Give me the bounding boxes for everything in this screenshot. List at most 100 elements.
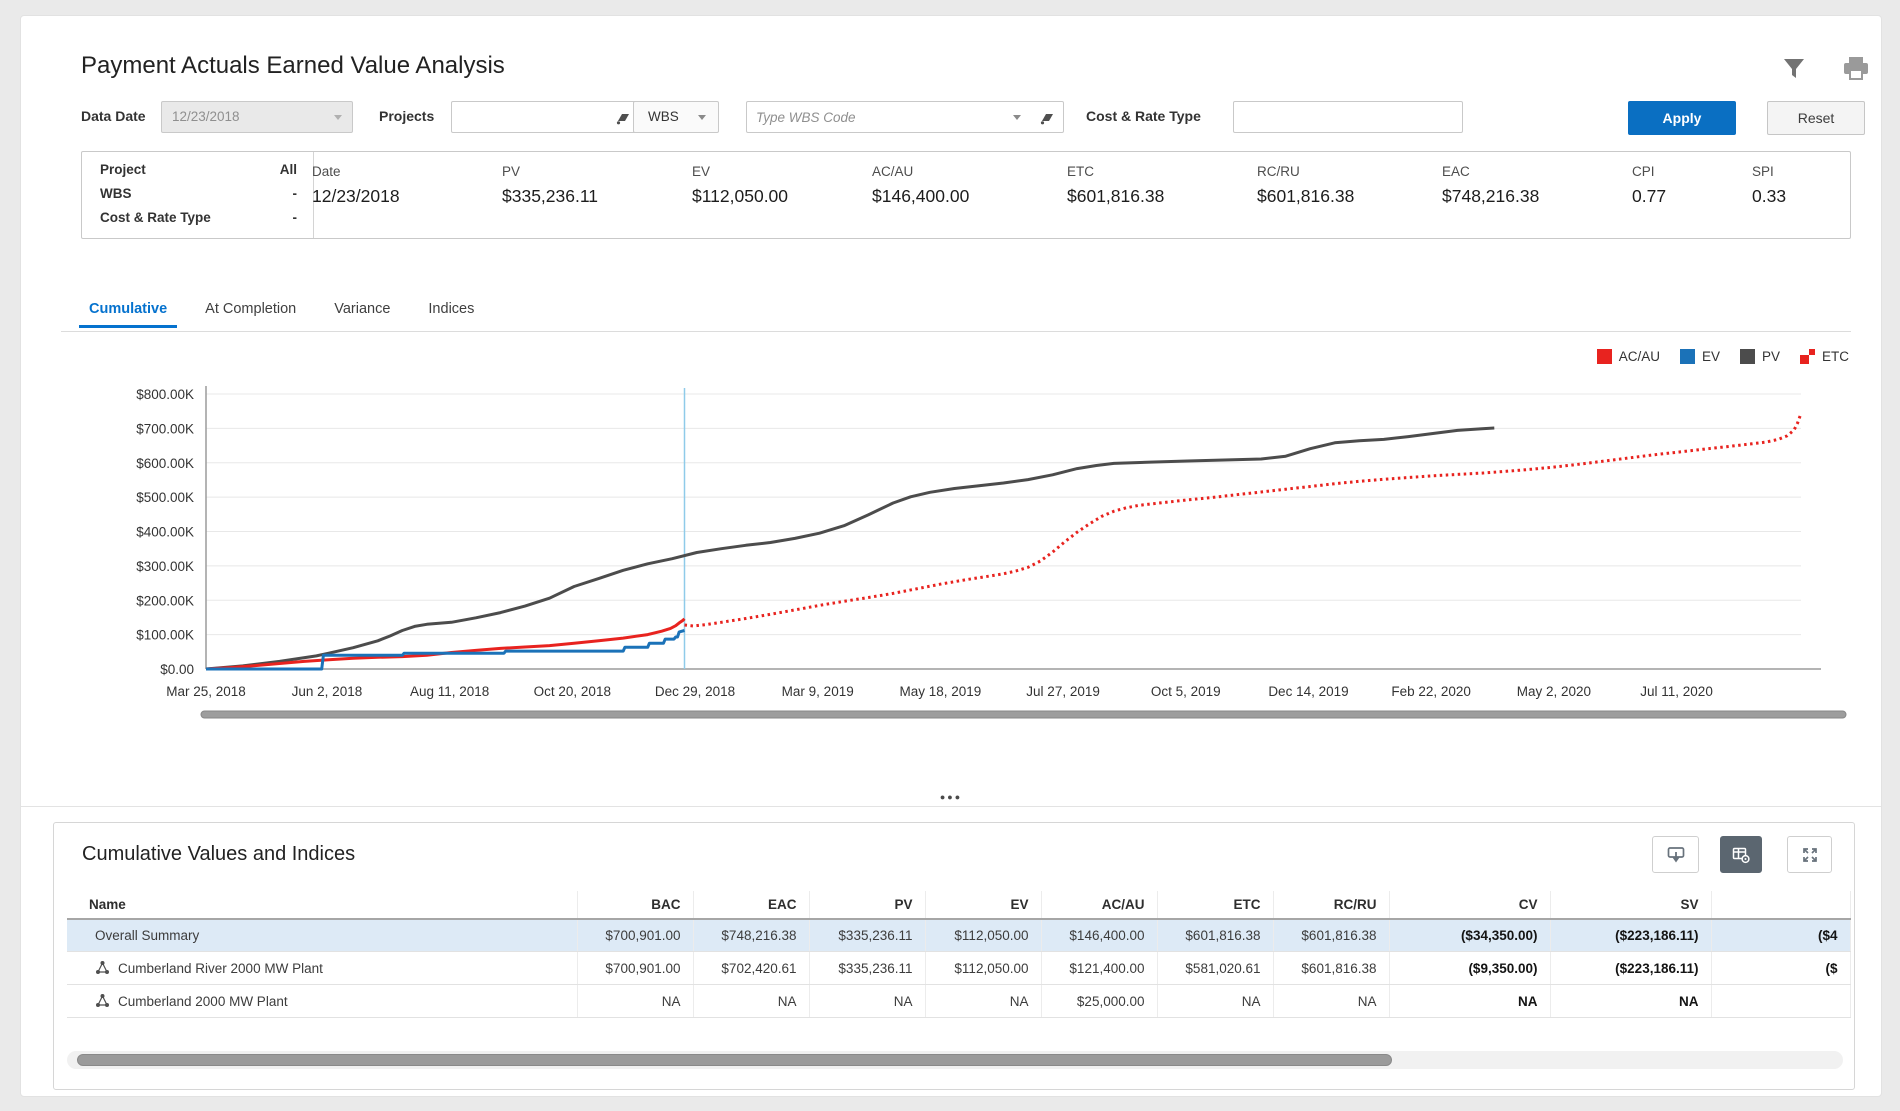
column-header-cv[interactable]: CV (1389, 891, 1551, 920)
expand-button[interactable] (1787, 836, 1832, 873)
cost-rate-type-input[interactable] (1234, 102, 1462, 132)
summary-metric-value: $112,050.00 (692, 186, 789, 206)
table-cell: $601,816.38 (1157, 919, 1274, 952)
series-etc (684, 412, 1803, 628)
table-cell (1711, 984, 1851, 1018)
table-cell: $700,901.00 (577, 919, 694, 952)
tab-variance[interactable]: Variance (334, 301, 391, 317)
legend-item-pv[interactable]: PV (1739, 349, 1780, 364)
tab-bar: Cumulative At Completion Variance Indices (61, 288, 1851, 332)
column-header-rc-ru[interactable]: RC/RU (1273, 891, 1390, 920)
y-axis-tick-label: $300.00K (136, 559, 194, 574)
legend-swatch (1596, 349, 1612, 364)
picker-icon[interactable] (615, 110, 631, 126)
reset-button[interactable]: Reset (1767, 101, 1865, 135)
table-cell: ($9,350.00) (1389, 951, 1551, 985)
detach-icon (1667, 846, 1684, 862)
table-row[interactable]: Cumberland 2000 MW Plant NA NA NA NA $25,000.… (67, 984, 1851, 1018)
table-row[interactable]: Cumberland River 2000 MW Plant $700,901.0… (67, 951, 1851, 985)
x-axis-tick-label: May 18, 2019 (899, 684, 981, 699)
legend-swatch (1800, 349, 1815, 364)
print-icon[interactable] (1841, 56, 1871, 84)
evm-line-chart: $0.00 $100.00K $200.00K $300.00K $400.00K $50… (136, 386, 1847, 719)
grid-horizontal-scrollbar[interactable] (67, 1051, 1843, 1069)
scrollbar-thumb[interactable] (77, 1054, 1392, 1066)
y-axis-tick-label: $700.00K (136, 421, 194, 436)
picker-icon[interactable] (1039, 110, 1055, 126)
chart-time-scrollbar[interactable] (200, 710, 1847, 719)
table-cell: $601,816.38 (1273, 919, 1390, 952)
column-header-ac-au[interactable]: AC/AU (1041, 891, 1158, 920)
page-title: Payment Actuals Earned Value Analysis (81, 52, 505, 79)
legend-item-etc[interactable]: ETC (1800, 349, 1849, 364)
summary-scope-value: - (292, 210, 298, 225)
column-header-bac[interactable]: BAC (577, 891, 694, 920)
grid-settings-button[interactable] (1720, 836, 1762, 873)
wbs-dropdown-button[interactable]: WBS (633, 101, 719, 133)
summary-metric-value: 12/23/2018 (312, 186, 400, 206)
table-cell: ($ (1711, 951, 1851, 985)
chevron-down-icon (334, 115, 342, 120)
table-cell: ($223,186.11) (1550, 919, 1712, 952)
summary-scope-value: All (279, 162, 297, 177)
summary-metric-label: EV (692, 164, 711, 179)
legend-item-ac-au[interactable]: AC/AU (1596, 349, 1660, 364)
legend-swatch (1739, 349, 1755, 364)
column-header-eac[interactable]: EAC (693, 891, 810, 920)
y-axis-tick-label: $0.00 (160, 662, 194, 677)
chevron-down-icon[interactable] (1013, 115, 1021, 120)
tab-cumulative[interactable]: Cumulative (79, 288, 178, 328)
legend-item-ev[interactable]: EV (1679, 349, 1720, 364)
x-axis-tick-label: Jun 2, 2018 (292, 684, 363, 699)
column-header-ev[interactable]: EV (925, 891, 1042, 920)
column-header-pv[interactable]: PV (809, 891, 926, 920)
column-header-extra[interactable] (1711, 891, 1851, 920)
column-header-etc[interactable]: ETC (1157, 891, 1274, 920)
x-axis-tick-label: Jul 11, 2020 (1640, 684, 1713, 699)
column-header-name[interactable]: Name (67, 891, 578, 920)
table-header-row: Name BAC EAC PV EV AC/AU ETC RC/RU CV SV (67, 891, 1851, 920)
expand-icon (1802, 847, 1817, 862)
series-ac-au (205, 617, 686, 671)
grid-scroll-area: Name BAC EAC PV EV AC/AU ETC RC/RU CV SV Overall S… (67, 891, 1854, 1018)
series-pv (205, 426, 1495, 671)
grid-title: Cumulative Values and Indices (82, 843, 356, 865)
summary-metric-label: AC/AU (872, 164, 914, 179)
data-date-select[interactable]: 12/23/2018 (161, 101, 353, 133)
wbs-code-input[interactable] (747, 102, 1063, 132)
table-cell: NA (1550, 984, 1712, 1018)
table-cell: NA (809, 984, 926, 1018)
chart-legend: AC/AU EV PV ETC (1577, 348, 1849, 366)
grid-settings-icon (1732, 847, 1750, 863)
x-axis-tick-label: Aug 11, 2018 (410, 684, 489, 699)
table-cell: $601,816.38 (1273, 951, 1390, 985)
wbs-dropdown-label: WBS (648, 109, 679, 124)
summary-metric-label: EAC (1442, 164, 1470, 179)
summary-metric-label: CPI (1632, 164, 1655, 179)
apply-button[interactable]: Apply (1628, 101, 1736, 135)
table-row[interactable]: Overall Summary $700,901.00 $748,216.38 $33… (67, 919, 1851, 952)
table-cell: NA (577, 984, 694, 1018)
panel-splitter-handle[interactable]: ●●● (939, 792, 963, 802)
grid-panel: Cumulative Values and Indices (53, 822, 1855, 1090)
summary-metric-value: $748,216.38 (1442, 186, 1540, 206)
summary-metric-value: 0.77 (1632, 186, 1667, 206)
cost-rate-type-label: Cost & Rate Type (1086, 108, 1201, 124)
projects-input[interactable] (452, 102, 637, 132)
filter-icon[interactable] (1781, 56, 1811, 84)
table-cell: NA (693, 984, 810, 1018)
table-cell: NA (1157, 984, 1274, 1018)
summary-metric-label: PV (502, 164, 521, 179)
summary-metric-value: $601,816.38 (1067, 186, 1165, 206)
cost-rate-type-field (1233, 101, 1463, 133)
tab-indices[interactable]: Indices (428, 301, 475, 317)
x-axis-tick-label: Mar 25, 2018 (166, 684, 246, 699)
y-axis-tick-label: $600.00K (136, 456, 194, 471)
tab-at-completion[interactable]: At Completion (205, 301, 297, 317)
detach-button[interactable] (1652, 836, 1699, 873)
column-header-sv[interactable]: SV (1550, 891, 1712, 920)
splitter-line (21, 806, 1881, 807)
summary-scope-label: Cost & Rate Type (100, 210, 211, 225)
table-cell: NA (1273, 984, 1390, 1018)
summary-scope-label: Project (100, 162, 146, 177)
